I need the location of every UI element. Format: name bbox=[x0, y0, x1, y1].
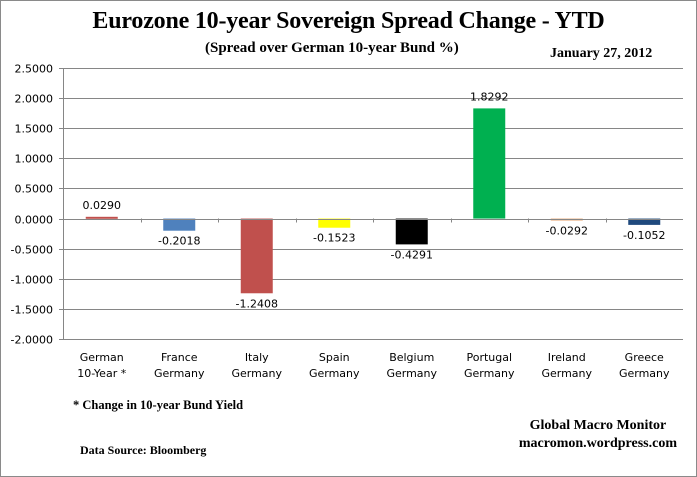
x-tick-label: France bbox=[161, 351, 198, 364]
chart-subtitle: (Spread over German 10-year Bund %) bbox=[205, 40, 459, 56]
x-tick-label: Germany bbox=[231, 367, 282, 380]
x-axis-labels: German 10-Year * France Germany Italy Germany… bbox=[77, 351, 670, 380]
x-tick-label: Germany bbox=[541, 367, 592, 380]
x-tick-label: 10-Year * bbox=[77, 367, 126, 380]
x-tick-label: Spain bbox=[319, 351, 350, 364]
brand-url: macromon.wordpress.com bbox=[518, 436, 677, 451]
y-tick-label: -1.0000 bbox=[11, 274, 53, 287]
x-tick-label: Italy bbox=[245, 351, 269, 364]
x-tick-label: Germany bbox=[619, 367, 670, 380]
bar bbox=[240, 218, 273, 294]
x-tick-label: Ireland bbox=[548, 351, 586, 364]
x-tick-label: Germany bbox=[154, 367, 205, 380]
bar bbox=[628, 218, 661, 225]
data-labels: 0.0290 -0.2018 -1.2408 -0.1523 -0.4291 1.8292… bbox=[83, 90, 666, 310]
data-label: -0.0292 bbox=[546, 225, 588, 238]
y-tick-label: 1.5000 bbox=[15, 123, 54, 136]
axes bbox=[63, 68, 683, 340]
data-label: 1.8292 bbox=[470, 90, 509, 103]
brand-block: Global Macro Monitor macromon.wordpress.… bbox=[519, 417, 677, 453]
y-tick-label: 1.0000 bbox=[15, 153, 54, 166]
y-tick-label: -0.5000 bbox=[11, 244, 53, 257]
data-label: -0.1052 bbox=[623, 229, 665, 242]
y-tick-label: 0.5000 bbox=[15, 183, 54, 196]
x-tick-label: Belgium bbox=[389, 351, 434, 364]
y-axis-ticks: 2.5000 2.0000 1.5000 1.0000 0.5000 0.0000 -0.5… bbox=[11, 63, 63, 347]
data-label: -0.2018 bbox=[158, 235, 200, 248]
chart-date: January 27, 2012 bbox=[550, 46, 653, 61]
y-tick-label: 2.0000 bbox=[15, 93, 54, 106]
x-tick-label: German bbox=[80, 351, 124, 364]
gridlines bbox=[63, 68, 683, 340]
bars bbox=[85, 108, 661, 294]
y-tick-label: 2.5000 bbox=[15, 63, 54, 76]
footnote: * Change in 10-year Bund Yield bbox=[73, 398, 244, 412]
bar bbox=[318, 218, 351, 228]
data-label: -1.2408 bbox=[236, 297, 278, 310]
brand-name: Global Macro Monitor bbox=[529, 418, 667, 433]
x-tick-label: Portugal bbox=[466, 351, 512, 364]
bar bbox=[395, 218, 428, 245]
x-tick-label: Germany bbox=[309, 367, 360, 380]
data-source: Data Source: Bloomberg bbox=[80, 443, 207, 457]
bar bbox=[473, 108, 506, 219]
data-label: 0.0290 bbox=[83, 199, 122, 212]
y-tick-label: -1.5000 bbox=[11, 304, 53, 317]
x-tick-label: Germany bbox=[386, 367, 437, 380]
bar bbox=[85, 216, 118, 219]
data-label: -0.1523 bbox=[313, 232, 355, 245]
chart-title: Eurozone 10-year Sovereign Spread Change… bbox=[92, 8, 605, 34]
data-label: -0.4291 bbox=[391, 248, 433, 261]
bar bbox=[163, 218, 196, 231]
y-tick-label: 0.0000 bbox=[15, 214, 54, 227]
y-tick-label: -2.0000 bbox=[11, 334, 53, 347]
x-tick-label: Germany bbox=[464, 367, 515, 380]
x-tick-label: Greece bbox=[625, 351, 664, 364]
